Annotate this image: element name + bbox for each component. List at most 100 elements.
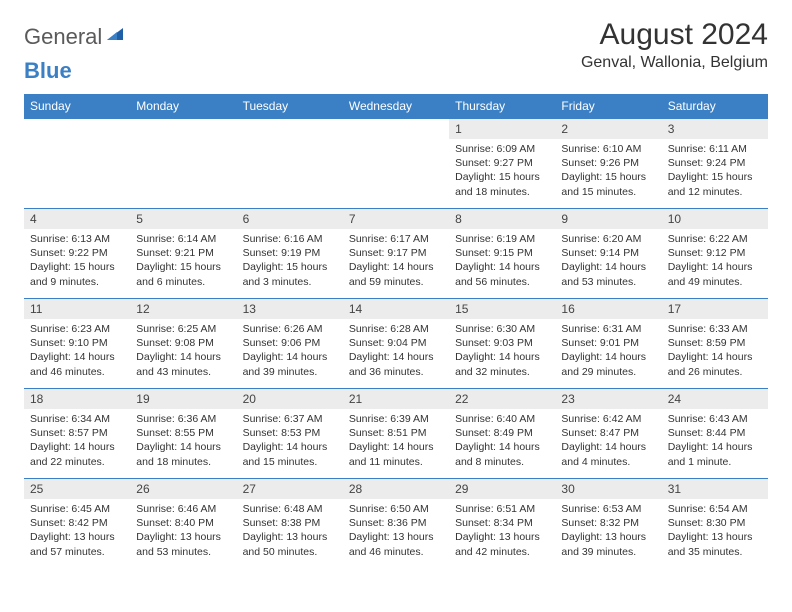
daylight-text2: and 53 minutes. [561, 275, 655, 289]
sunrise-text: Sunrise: 6:20 AM [561, 232, 655, 246]
day-number: 23 [555, 389, 661, 409]
day-number: 31 [662, 479, 768, 499]
daylight-text1: Daylight: 14 hours [243, 440, 337, 454]
day-number: 27 [237, 479, 343, 499]
sunset-text: Sunset: 8:30 PM [668, 516, 762, 530]
day-body: Sunrise: 6:10 AMSunset: 9:26 PMDaylight:… [555, 139, 661, 204]
day-cell: 2Sunrise: 6:10 AMSunset: 9:26 PMDaylight… [555, 119, 661, 209]
sunrise-text: Sunrise: 6:25 AM [136, 322, 230, 336]
day-body: Sunrise: 6:13 AMSunset: 9:22 PMDaylight:… [24, 229, 130, 294]
sunset-text: Sunset: 9:21 PM [136, 246, 230, 260]
day-cell: 1Sunrise: 6:09 AMSunset: 9:27 PMDaylight… [449, 119, 555, 209]
daylight-text1: Daylight: 13 hours [30, 530, 124, 544]
col-thursday: Thursday [449, 94, 555, 119]
daylight-text1: Daylight: 14 hours [455, 350, 549, 364]
sunset-text: Sunset: 9:22 PM [30, 246, 124, 260]
sunrise-text: Sunrise: 6:13 AM [30, 232, 124, 246]
day-number: 5 [130, 209, 236, 229]
daylight-text2: and 15 minutes. [561, 185, 655, 199]
daylight-text2: and 43 minutes. [136, 365, 230, 379]
daylight-text2: and 11 minutes. [349, 455, 443, 469]
day-cell: 13Sunrise: 6:26 AMSunset: 9:06 PMDayligh… [237, 299, 343, 389]
day-cell: 17Sunrise: 6:33 AMSunset: 8:59 PMDayligh… [662, 299, 768, 389]
day-cell: 6Sunrise: 6:16 AMSunset: 9:19 PMDaylight… [237, 209, 343, 299]
day-body: Sunrise: 6:30 AMSunset: 9:03 PMDaylight:… [449, 319, 555, 384]
day-number: 17 [662, 299, 768, 319]
sunrise-text: Sunrise: 6:33 AM [668, 322, 762, 336]
day-number: 13 [237, 299, 343, 319]
day-body: Sunrise: 6:22 AMSunset: 9:12 PMDaylight:… [662, 229, 768, 294]
day-number: 2 [555, 119, 661, 139]
daylight-text2: and 12 minutes. [668, 185, 762, 199]
sunset-text: Sunset: 8:53 PM [243, 426, 337, 440]
day-number: 12 [130, 299, 236, 319]
daynum-empty [130, 119, 236, 139]
day-number: 30 [555, 479, 661, 499]
day-number: 1 [449, 119, 555, 139]
day-number: 28 [343, 479, 449, 499]
daynum-empty [343, 119, 449, 139]
sunset-text: Sunset: 8:36 PM [349, 516, 443, 530]
sunset-text: Sunset: 8:55 PM [136, 426, 230, 440]
daylight-text2: and 46 minutes. [349, 545, 443, 559]
sunrise-text: Sunrise: 6:46 AM [136, 502, 230, 516]
daylight-text2: and 29 minutes. [561, 365, 655, 379]
day-number: 16 [555, 299, 661, 319]
daylight-text2: and 42 minutes. [455, 545, 549, 559]
day-body: Sunrise: 6:34 AMSunset: 8:57 PMDaylight:… [24, 409, 130, 474]
sunset-text: Sunset: 9:08 PM [136, 336, 230, 350]
sunrise-text: Sunrise: 6:36 AM [136, 412, 230, 426]
day-number: 4 [24, 209, 130, 229]
day-number: 21 [343, 389, 449, 409]
sunrise-text: Sunrise: 6:11 AM [668, 142, 762, 156]
day-number: 15 [449, 299, 555, 319]
day-cell: 30Sunrise: 6:53 AMSunset: 8:32 PMDayligh… [555, 479, 661, 569]
day-cell [237, 119, 343, 209]
day-cell: 7Sunrise: 6:17 AMSunset: 9:17 PMDaylight… [343, 209, 449, 299]
sunrise-text: Sunrise: 6:19 AM [455, 232, 549, 246]
week-row: 11Sunrise: 6:23 AMSunset: 9:10 PMDayligh… [24, 299, 768, 389]
sunrise-text: Sunrise: 6:51 AM [455, 502, 549, 516]
sunset-text: Sunset: 8:57 PM [30, 426, 124, 440]
sunset-text: Sunset: 9:27 PM [455, 156, 549, 170]
col-friday: Friday [555, 94, 661, 119]
daylight-text1: Daylight: 15 hours [30, 260, 124, 274]
calendar-table: Sunday Monday Tuesday Wednesday Thursday… [24, 94, 768, 569]
day-cell: 10Sunrise: 6:22 AMSunset: 9:12 PMDayligh… [662, 209, 768, 299]
day-cell: 4Sunrise: 6:13 AMSunset: 9:22 PMDaylight… [24, 209, 130, 299]
day-number: 19 [130, 389, 236, 409]
daylight-text1: Daylight: 14 hours [136, 350, 230, 364]
logo-text-general: General [24, 24, 102, 50]
day-cell: 21Sunrise: 6:39 AMSunset: 8:51 PMDayligh… [343, 389, 449, 479]
day-cell: 20Sunrise: 6:37 AMSunset: 8:53 PMDayligh… [237, 389, 343, 479]
sunset-text: Sunset: 8:42 PM [30, 516, 124, 530]
day-body: Sunrise: 6:40 AMSunset: 8:49 PMDaylight:… [449, 409, 555, 474]
week-row: 18Sunrise: 6:34 AMSunset: 8:57 PMDayligh… [24, 389, 768, 479]
logo: General [24, 18, 125, 50]
sunrise-text: Sunrise: 6:31 AM [561, 322, 655, 336]
day-cell: 29Sunrise: 6:51 AMSunset: 8:34 PMDayligh… [449, 479, 555, 569]
day-number: 7 [343, 209, 449, 229]
sunset-text: Sunset: 8:38 PM [243, 516, 337, 530]
day-number: 22 [449, 389, 555, 409]
day-cell: 8Sunrise: 6:19 AMSunset: 9:15 PMDaylight… [449, 209, 555, 299]
day-body: Sunrise: 6:46 AMSunset: 8:40 PMDaylight:… [130, 499, 236, 564]
day-cell: 9Sunrise: 6:20 AMSunset: 9:14 PMDaylight… [555, 209, 661, 299]
day-body: Sunrise: 6:48 AMSunset: 8:38 PMDaylight:… [237, 499, 343, 564]
sunset-text: Sunset: 9:14 PM [561, 246, 655, 260]
day-body: Sunrise: 6:11 AMSunset: 9:24 PMDaylight:… [662, 139, 768, 204]
sunset-text: Sunset: 8:34 PM [455, 516, 549, 530]
daylight-text2: and 57 minutes. [30, 545, 124, 559]
daylight-text1: Daylight: 13 hours [349, 530, 443, 544]
daylight-text2: and 26 minutes. [668, 365, 762, 379]
daylight-text2: and 49 minutes. [668, 275, 762, 289]
day-body: Sunrise: 6:39 AMSunset: 8:51 PMDaylight:… [343, 409, 449, 474]
sunset-text: Sunset: 9:24 PM [668, 156, 762, 170]
sunrise-text: Sunrise: 6:26 AM [243, 322, 337, 336]
daylight-text2: and 59 minutes. [349, 275, 443, 289]
day-body: Sunrise: 6:31 AMSunset: 9:01 PMDaylight:… [555, 319, 661, 384]
daylight-text2: and 56 minutes. [455, 275, 549, 289]
col-sunday: Sunday [24, 94, 130, 119]
sunset-text: Sunset: 9:06 PM [243, 336, 337, 350]
day-body: Sunrise: 6:42 AMSunset: 8:47 PMDaylight:… [555, 409, 661, 474]
